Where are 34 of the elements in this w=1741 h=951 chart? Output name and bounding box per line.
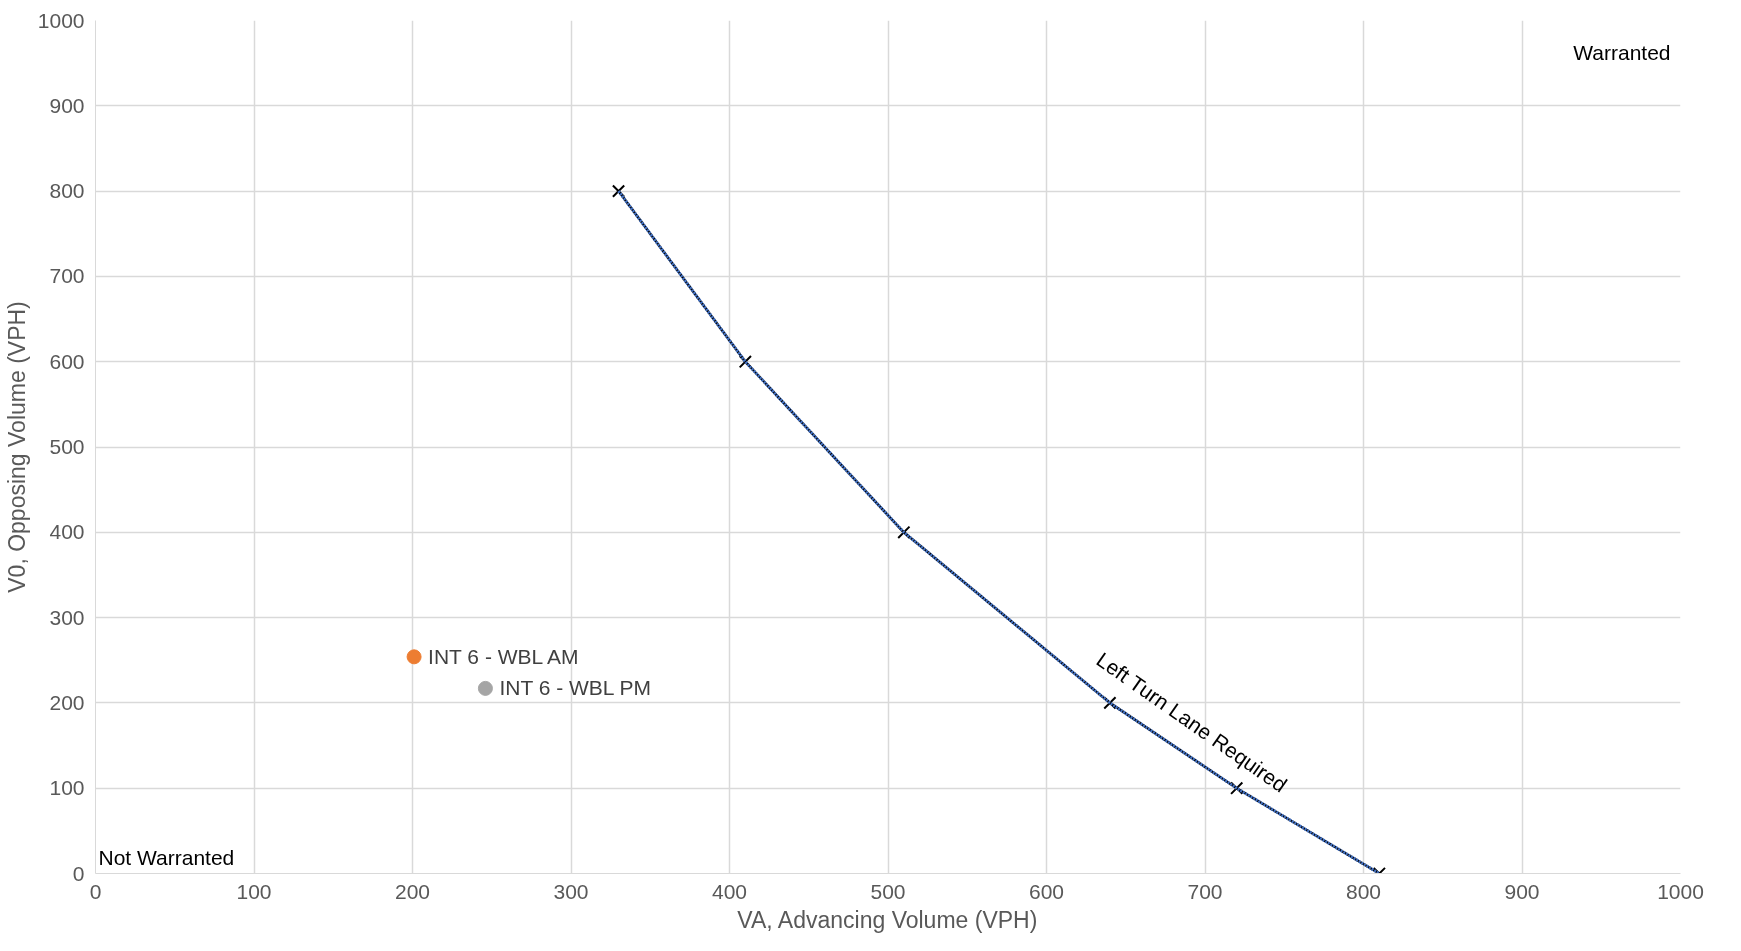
y-tick-label: 200 [49,690,85,714]
annotation: Warranted [1573,40,1671,64]
point [738,355,753,369]
point [611,184,626,198]
series-label: INT 6 - WBL AM [428,644,579,668]
y-tick-label: 600 [49,349,85,373]
y-tick-label: 100 [49,776,85,800]
x-tick-label: 500 [870,879,906,903]
y-tick-label: 900 [49,93,85,117]
y-tick-label: 1000 [37,8,85,32]
y-tick-label: 800 [49,179,85,203]
point [1103,696,1117,710]
y-axis-title: V0, Opposing Volume (VPH) [3,301,30,593]
x-tick-label: 700 [1187,879,1223,903]
point [477,680,493,696]
x-tick-label: 400 [711,879,748,903]
point [897,525,911,539]
y-tick-label: 400 [49,520,85,544]
annotation: Not Warranted [98,845,235,869]
x-tick-label: 200 [394,879,431,903]
point [406,649,422,665]
x-tick-label: 1000 [1657,879,1704,903]
y-tick-label: 0 [72,861,85,885]
x-tick-label: 900 [1504,879,1540,903]
x-tick-label: 100 [236,879,272,903]
x-tick-label: 0 [89,879,102,903]
x-axis-title: VA, Advancing Volume (VPH) [737,906,1038,933]
y-tick-label: 500 [49,435,85,458]
y-tick-label: 300 [49,605,85,629]
series-label: INT 6 - WBL PM [499,676,652,700]
x-tick-label: 600 [1028,879,1065,903]
x-tick-label: 300 [553,879,589,903]
y-tick-label: 700 [49,264,85,288]
x-tick-label: 800 [1345,879,1382,903]
